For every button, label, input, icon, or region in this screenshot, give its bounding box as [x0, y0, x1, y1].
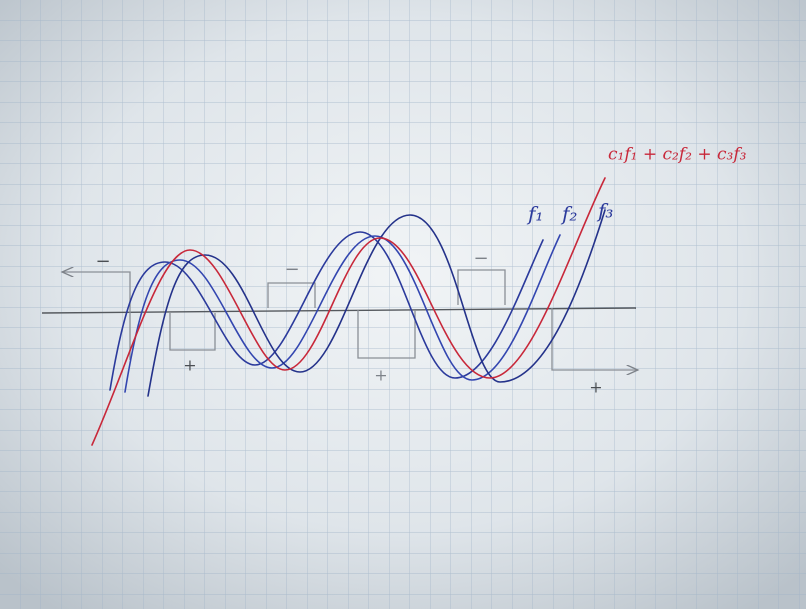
plus-sign: + — [589, 378, 602, 397]
minus-sign: − — [473, 248, 488, 269]
plus-sign: + — [183, 356, 196, 375]
sum-label: c₁f₁ + c₂f₂ + c₃f₃ — [608, 145, 747, 165]
paper-grid — [0, 0, 806, 609]
sketch: c₁f₁ + c₂f₂ + c₃f₃ f₁ f₂ f₃ − − − + + + — [0, 0, 806, 609]
curve-label: f₃ — [596, 199, 613, 223]
plus-sign: + — [374, 366, 387, 385]
minus-sign: − — [284, 259, 299, 280]
minus-sign: − — [95, 251, 110, 272]
curve-label: f₂ — [560, 202, 577, 226]
page: c₁f₁ + c₂f₂ + c₃f₃ f₁ f₂ f₃ − − − + + + … — [0, 0, 806, 609]
curve-label: f₁ — [526, 202, 543, 226]
